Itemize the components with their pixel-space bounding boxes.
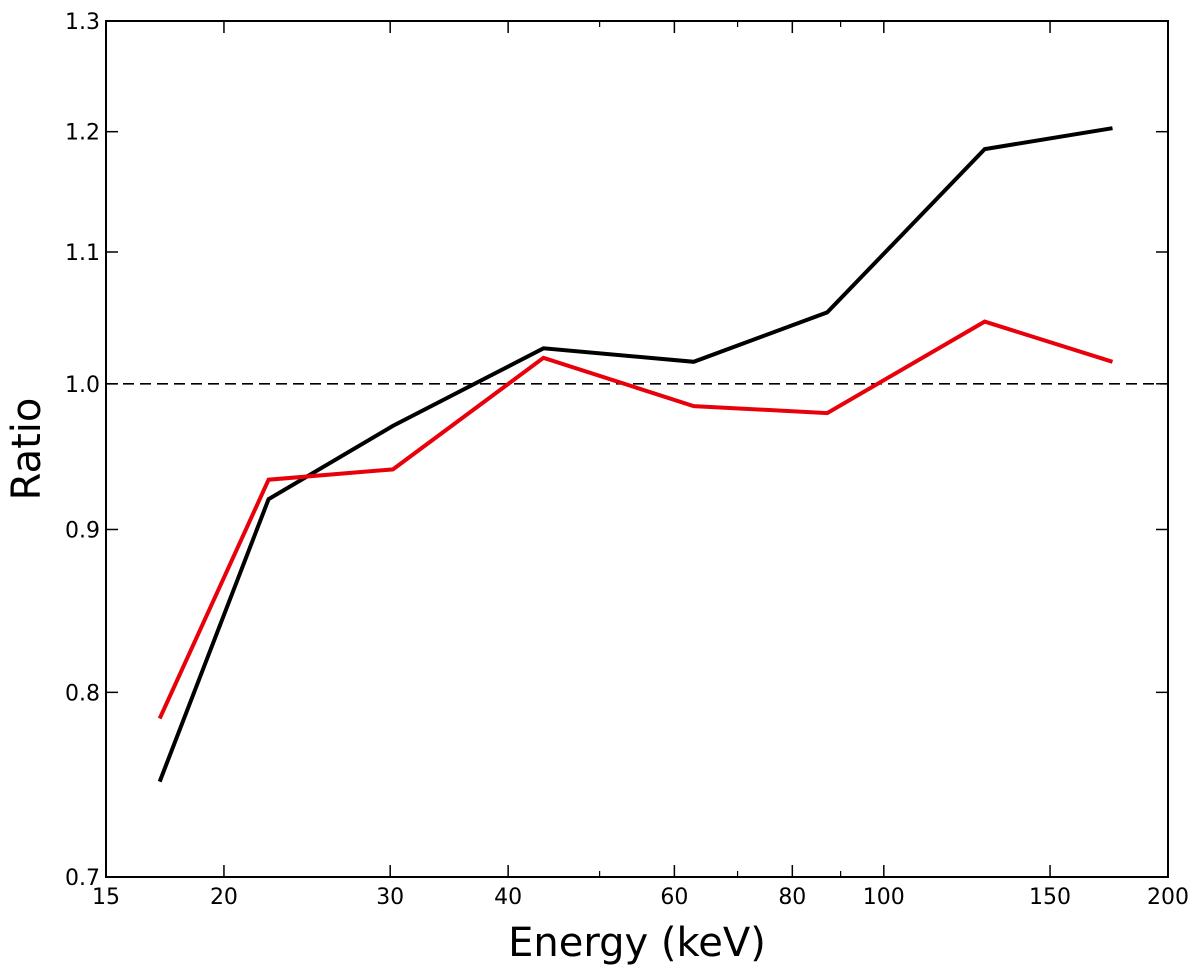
series-line-black [157,126,1113,783]
x-axis-title: Energy (keV) [508,920,766,966]
y-axis-title: Ratio [4,398,50,501]
y-tick-label: 1.2 [65,121,100,146]
tick-labels: 15 20 30 40 60 80 100 150 200 0.7 0.8 0.9 1.0 1.1 1.2 1… [65,10,1189,910]
x-tick-label: 40 [494,885,522,910]
x-tick-label: 20 [210,885,238,910]
x-tick-label: 200 [1147,885,1189,910]
y-tick-label: 0.9 [65,518,100,543]
series-line-red [157,319,1114,720]
axis-ticks [105,20,1169,878]
y-tick-label: 0.8 [65,681,100,706]
y-tick-label: 1.3 [65,10,100,35]
x-tick-label: 100 [863,885,905,910]
x-tick-label: 60 [660,885,688,910]
x-tick-label: 30 [376,885,404,910]
y-tick-label: 1.0 [65,373,100,398]
y-tick-label: 0.7 [65,866,100,891]
plot-content [106,126,1168,783]
y-tick-label: 1.1 [65,241,100,266]
x-tick-label: 150 [1029,885,1071,910]
plot-frame [105,20,1169,878]
x-tick-label: 15 [92,885,120,910]
x-tick-label: 80 [778,885,806,910]
